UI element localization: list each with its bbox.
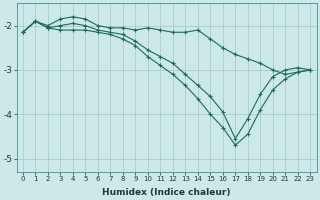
X-axis label: Humidex (Indice chaleur): Humidex (Indice chaleur) [102, 188, 231, 197]
